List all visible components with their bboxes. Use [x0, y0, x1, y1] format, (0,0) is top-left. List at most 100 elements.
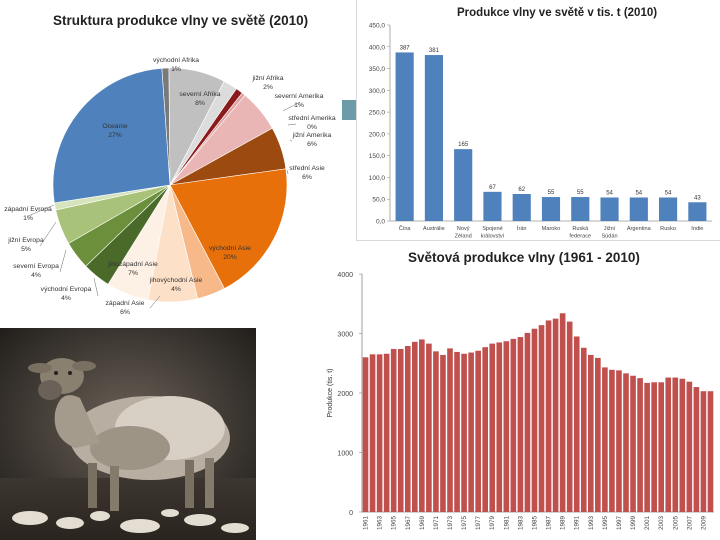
country-bar-9 [659, 197, 678, 221]
country-bar-10 [688, 202, 707, 221]
country-category-label: království [481, 234, 505, 240]
country-bar-0 [395, 52, 414, 221]
bar-y-tick-label: 350,0 [369, 66, 386, 73]
pie-label-severni-afrika-pct: 8% [195, 100, 205, 107]
history-bar-2005 [672, 377, 679, 512]
history-bar-1994 [595, 357, 601, 512]
country-category-label: Argentina [627, 226, 652, 232]
history-bar-1968 [411, 341, 418, 512]
country-bar-3 [483, 191, 502, 221]
pie-label-severni-evropa: severní Evropa [13, 263, 59, 270]
country-bar-value-label: 54 [665, 190, 672, 196]
history-bar-chart: 0 1000 2000 3000 4000 Produkce (tis. t) 1961 19… [327, 272, 714, 531]
bar-y-tick-label: 0,0 [376, 219, 385, 226]
history-x-tick-label: 1963 [377, 516, 384, 531]
history-y-tick-label: 4000 [337, 272, 353, 279]
pie-label-jizni-afrika-pct: 2% [263, 84, 273, 91]
history-x-tick-label: 1967 [405, 516, 412, 531]
history-bar-2006 [679, 378, 686, 512]
country-category-label: Spojené [482, 226, 503, 232]
pie-label-vychodni-afrika-pct: 1% [171, 66, 181, 73]
history-x-tick-label: 1987 [546, 516, 553, 531]
pie-label-jihovychodni-asie-pct: 4% [171, 286, 181, 293]
history-y-tick-label: 2000 [337, 391, 353, 398]
country-bar-value-label: 62 [518, 187, 525, 193]
history-x-tick-label: 1969 [419, 516, 426, 531]
pie-label-jizni-evropa-pct: 5% [21, 246, 31, 253]
pie-chart-panel: Struktura produkce vlny ve světě (2010) … [0, 0, 340, 325]
history-y-axis-label: Produkce (tis. t) [327, 368, 334, 417]
pie-leader-line-6 [39, 221, 57, 247]
country-bar-chart: 0,0 50,0 100,0 150,0 200,0 250,0 300,0 350,0 400… [369, 23, 712, 240]
bar-y-tick-label: 300,0 [369, 88, 386, 95]
history-bar-1990 [566, 321, 573, 512]
history-bar-1972 [440, 354, 446, 512]
pie-leader-line-7 [59, 249, 67, 273]
history-x-tick-label: 1993 [588, 516, 595, 531]
history-x-tick-label: 1997 [616, 516, 623, 531]
history-x-tick-label: 1999 [630, 516, 637, 531]
history-bar-1965 [390, 348, 397, 512]
pie-label-jihovychodni-asie: jihovýchodní Asie [149, 277, 203, 284]
country-bar-chart-panel: Produkce vlny ve světě v tis. t (2010) 0… [356, 0, 720, 241]
pie-label-vychodni-evropa: východní Evropa [41, 286, 92, 293]
history-bar-2001 [644, 382, 650, 512]
country-bar-value-label: 381 [429, 48, 440, 54]
pie-slice-15 [52, 67, 171, 204]
country-category-label: Rusko [660, 226, 676, 232]
country-bar-value-label: 54 [635, 190, 642, 196]
history-bar-1980 [496, 342, 503, 512]
history-y-tick-label: 1000 [337, 451, 353, 458]
history-bar-1992 [580, 347, 587, 512]
pie-label-severni-amerika-pct: 1% [294, 102, 304, 109]
country-bar-6 [571, 197, 590, 221]
history-bar-1998 [623, 373, 629, 512]
pie-leader-line-4 [286, 169, 289, 175]
history-x-tick-label: 1985 [531, 516, 538, 531]
pie-label-oceanie: Oceánie [102, 123, 128, 130]
pie-label-zapadni-asie-pct: 6% [120, 309, 130, 316]
country-bar-value-label: 54 [606, 190, 613, 196]
bar-y-tick-label: 250,0 [369, 110, 386, 117]
history-bar-1963 [376, 354, 383, 512]
country-category-label: Austrálie [423, 226, 445, 232]
country-category-label: Ruská [572, 226, 589, 232]
history-bar-1987 [545, 320, 552, 512]
history-x-tick-label: 2003 [658, 516, 665, 531]
history-bar-2008 [693, 387, 700, 512]
history-bar-1976 [468, 352, 474, 512]
history-bar-2009 [700, 391, 707, 512]
history-x-tick-label: 1973 [447, 516, 454, 531]
country-bar-value-label: 67 [489, 185, 496, 191]
history-x-tick-label: 2009 [700, 516, 707, 531]
history-bar-1970 [426, 343, 432, 512]
pie-label-stredni-asie-pct: 6% [302, 174, 312, 181]
pie-label-vychodni-afrika: východní Afrika [153, 57, 199, 64]
sheep-photo [0, 328, 256, 540]
country-category-label: Súdán [601, 234, 617, 240]
country-bar-value-label: 55 [548, 190, 555, 196]
bar-y-tick-label: 100,0 [369, 175, 386, 182]
history-bar-2010 [707, 391, 714, 512]
history-bar-1985 [531, 328, 538, 512]
history-bar-2002 [651, 382, 657, 512]
bar-y-tick-label: 400,0 [369, 44, 386, 51]
history-bar-1986 [538, 325, 545, 512]
history-x-tick-label: 1979 [489, 516, 496, 531]
country-bar-5 [541, 197, 561, 221]
history-x-tick-label: 1965 [391, 516, 398, 531]
history-x-tick-label: 1975 [461, 516, 468, 531]
history-x-tick-label: 1981 [503, 516, 510, 531]
history-bar-1961 [362, 357, 369, 512]
pie-leader-line-0 [173, 65, 177, 71]
pie-label-zapadni-evropa: západní Evropa [4, 206, 52, 213]
country-bar-1 [424, 55, 443, 222]
pie-label-zapadni-evropa-pct: 1% [23, 215, 33, 222]
country-category-label: Nový [457, 226, 470, 232]
history-bar-1969 [419, 339, 425, 512]
pie-label-jihozapadni-asie: jihozápadní Asie [107, 261, 158, 268]
history-chart-panel: Světová produkce vlny (1961 - 2010) 0 100… [318, 244, 720, 540]
country-bar-value-label: 165 [458, 142, 469, 148]
history-bar-1977 [475, 350, 481, 512]
bar-y-tick-label: 200,0 [369, 131, 386, 138]
